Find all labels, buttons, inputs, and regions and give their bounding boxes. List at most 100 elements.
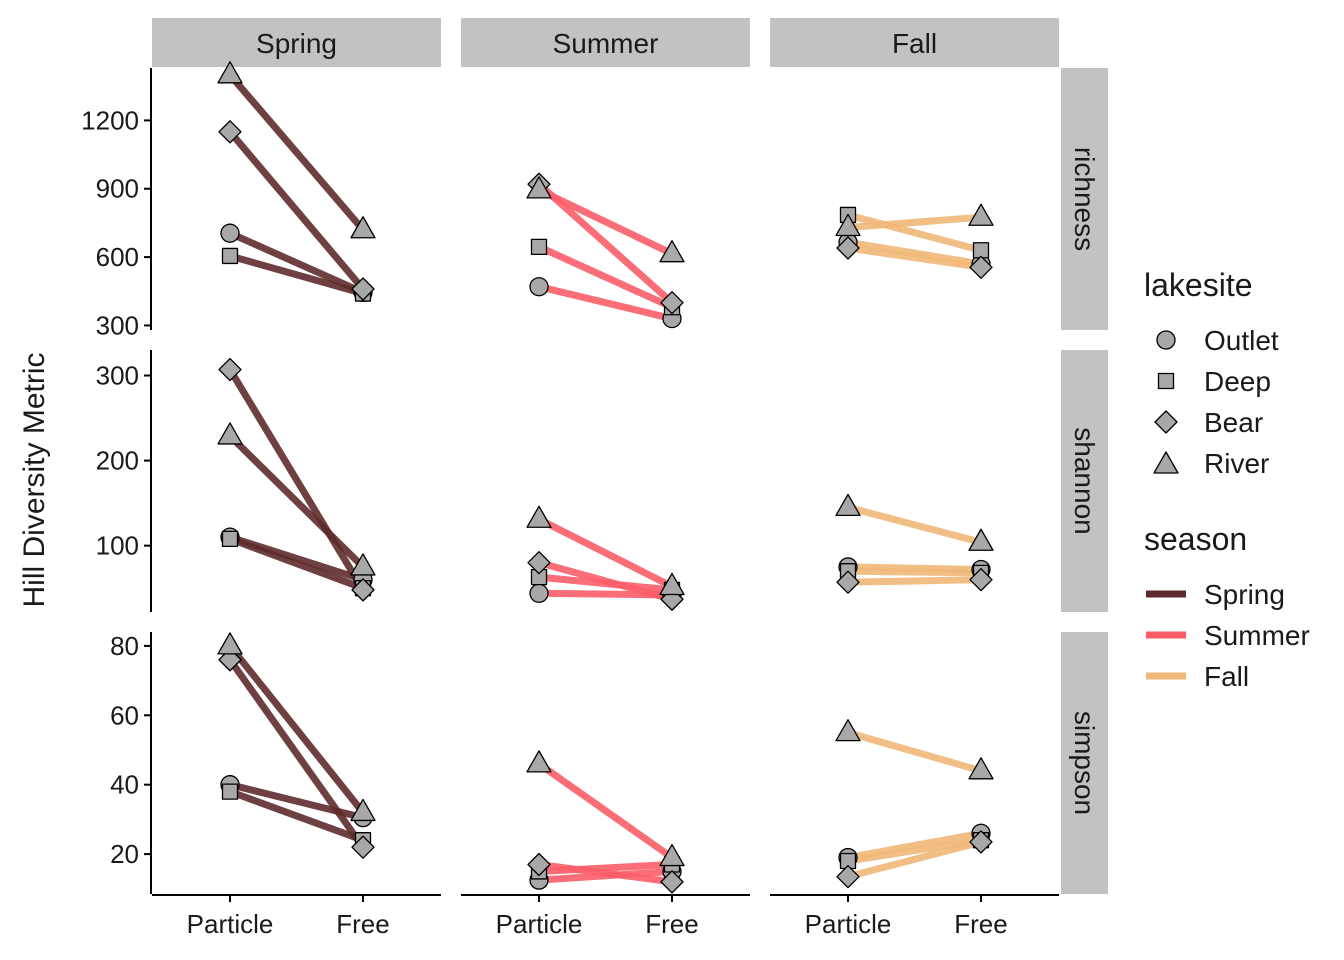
x-tick-label-free: Free	[954, 909, 1007, 939]
point-fall-simpson-deep-particle	[839, 852, 857, 870]
legend: lakesite Outlet Deep Bear River season Spring S…	[1144, 267, 1310, 692]
line-spring-shannon-river	[227, 433, 366, 570]
y-axis-title: Hill Diversity Metric	[18, 353, 51, 608]
point-spring-simpson-river-particle	[217, 632, 243, 655]
strip-spring	[152, 18, 441, 67]
point-fall-richness-river-particle	[835, 213, 861, 237]
y-tick-label-simpson: 80	[110, 631, 139, 661]
line-fall-simpson-outlet	[847, 829, 982, 862]
point-fall-simpson-river-particle	[835, 718, 861, 742]
legend-label-outlet: Outlet	[1204, 325, 1279, 356]
point-fall-richness-bear-free	[969, 255, 993, 279]
x-tick-label-particle: Particle	[496, 909, 583, 939]
y-tick-label-richness: 1200	[81, 105, 139, 135]
point-spring-richness-bear-particle	[218, 120, 242, 144]
line-fall-richness-river	[847, 213, 982, 231]
point-spring-richness-deep-particle	[221, 247, 239, 265]
x-tick-label-particle: Particle	[805, 909, 892, 939]
legend-label-river: River	[1204, 448, 1269, 479]
line-fall-shannon-bear	[847, 576, 982, 586]
point-fall-shannon-river-free	[968, 528, 994, 551]
point-summer-simpson-river-free	[659, 843, 685, 867]
strip-fall	[770, 18, 1059, 67]
point-summer-richness-bear-free	[660, 291, 684, 315]
point-spring-shannon-river-particle	[217, 422, 243, 445]
strip-label-summer: Summer	[553, 28, 659, 59]
line-fall-richness-outlet	[847, 238, 982, 268]
point-summer-shannon-bear-free	[660, 587, 684, 611]
point-fall-simpson-river-free	[968, 757, 994, 780]
facet-panels: Spring Summer Fall richness shannon simpson 30…	[81, 18, 1108, 939]
point-summer-shannon-bear-particle	[527, 551, 551, 575]
point-spring-shannon-deep-particle	[221, 530, 239, 547]
point-spring-richness-outlet-particle	[220, 223, 240, 243]
point-summer-richness-river-free	[659, 240, 685, 263]
point-summer-simpson-bear-particle	[527, 852, 551, 877]
point-summer-shannon-river-free	[659, 572, 685, 596]
y-tick-label-shannon: 200	[96, 446, 139, 476]
point-spring-shannon-bear-free	[351, 578, 375, 602]
point-summer-richness-outlet-particle	[529, 277, 549, 297]
point-summer-simpson-bear-free	[660, 870, 684, 894]
y-tick-label-richness: 300	[96, 310, 139, 340]
point-spring-simpson-bear-free	[351, 835, 375, 859]
y-tick-label-richness: 600	[96, 242, 139, 272]
point-spring-shannon-bear-particle	[218, 357, 242, 382]
legend-label-deep: Deep	[1204, 366, 1271, 397]
legend-label-summer: Summer	[1204, 620, 1310, 651]
point-spring-shannon-river-free	[350, 553, 376, 576]
strip-label-richness: richness	[1069, 147, 1100, 251]
line-fall-simpson-bear	[847, 838, 982, 881]
y-tick-label-simpson: 60	[110, 700, 139, 730]
line-spring-simpson-river	[227, 643, 366, 815]
y-tick-label-shannon: 100	[96, 531, 139, 561]
y-tick-label-shannon: 300	[96, 361, 139, 391]
point-fall-richness-deep-free	[972, 242, 990, 259]
legend-label-fall: Fall	[1204, 661, 1249, 692]
strip-summer	[461, 18, 750, 67]
point-summer-richness-river-particle	[526, 176, 552, 199]
point-fall-richness-river-free	[968, 203, 994, 226]
point-fall-richness-bear-particle	[836, 236, 860, 260]
legend-key-river	[1153, 451, 1179, 474]
line-summer-shannon-bear	[538, 559, 673, 603]
point-summer-shannon-river-particle	[526, 505, 552, 528]
strip-label-shannon: shannon	[1069, 427, 1100, 534]
point-spring-simpson-deep-particle	[221, 783, 239, 800]
point-spring-simpson-river-free	[350, 798, 376, 822]
point-summer-richness-deep-particle	[530, 238, 548, 255]
legend-title-season: season	[1144, 521, 1247, 557]
line-fall-richness-bear	[847, 244, 982, 271]
line-fall-shannon-river	[847, 503, 982, 546]
point-summer-shannon-outlet-particle	[529, 583, 549, 603]
legend-key-deep	[1157, 372, 1175, 390]
line-spring-richness-deep	[229, 252, 364, 297]
line-spring-shannon-bear	[227, 367, 366, 592]
strip-label-spring: Spring	[256, 28, 337, 59]
point-fall-shannon-bear-free	[969, 568, 993, 592]
legend-key-bear	[1154, 410, 1178, 434]
line-summer-richness-river	[537, 186, 674, 257]
line-fall-simpson-deep	[847, 836, 982, 865]
legend-label-spring: Spring	[1204, 579, 1285, 610]
strip-richness	[1061, 68, 1108, 330]
line-spring-simpson-bear	[227, 657, 366, 850]
point-spring-richness-river-particle	[217, 61, 243, 84]
line-spring-richness-bear	[227, 129, 366, 292]
y-tick-label-simpson: 20	[110, 839, 139, 869]
legend-label-bear: Bear	[1204, 407, 1263, 438]
point-fall-shannon-bear-particle	[836, 570, 860, 594]
line-spring-shannon-deep	[228, 535, 365, 592]
strip-shannon	[1061, 350, 1108, 612]
line-fall-shannon-outlet	[847, 563, 982, 573]
strip-label-simpson: simpson	[1069, 711, 1100, 815]
line-fall-simpson-river	[847, 729, 982, 775]
x-tick-label-free: Free	[645, 909, 698, 939]
point-spring-richness-river-free	[350, 216, 376, 239]
line-summer-shannon-river	[537, 516, 674, 590]
point-fall-simpson-bear-free	[969, 830, 993, 854]
series-lines	[227, 72, 982, 886]
x-tick-label-free: Free	[336, 909, 389, 939]
legend-key-outlet	[1156, 330, 1176, 350]
